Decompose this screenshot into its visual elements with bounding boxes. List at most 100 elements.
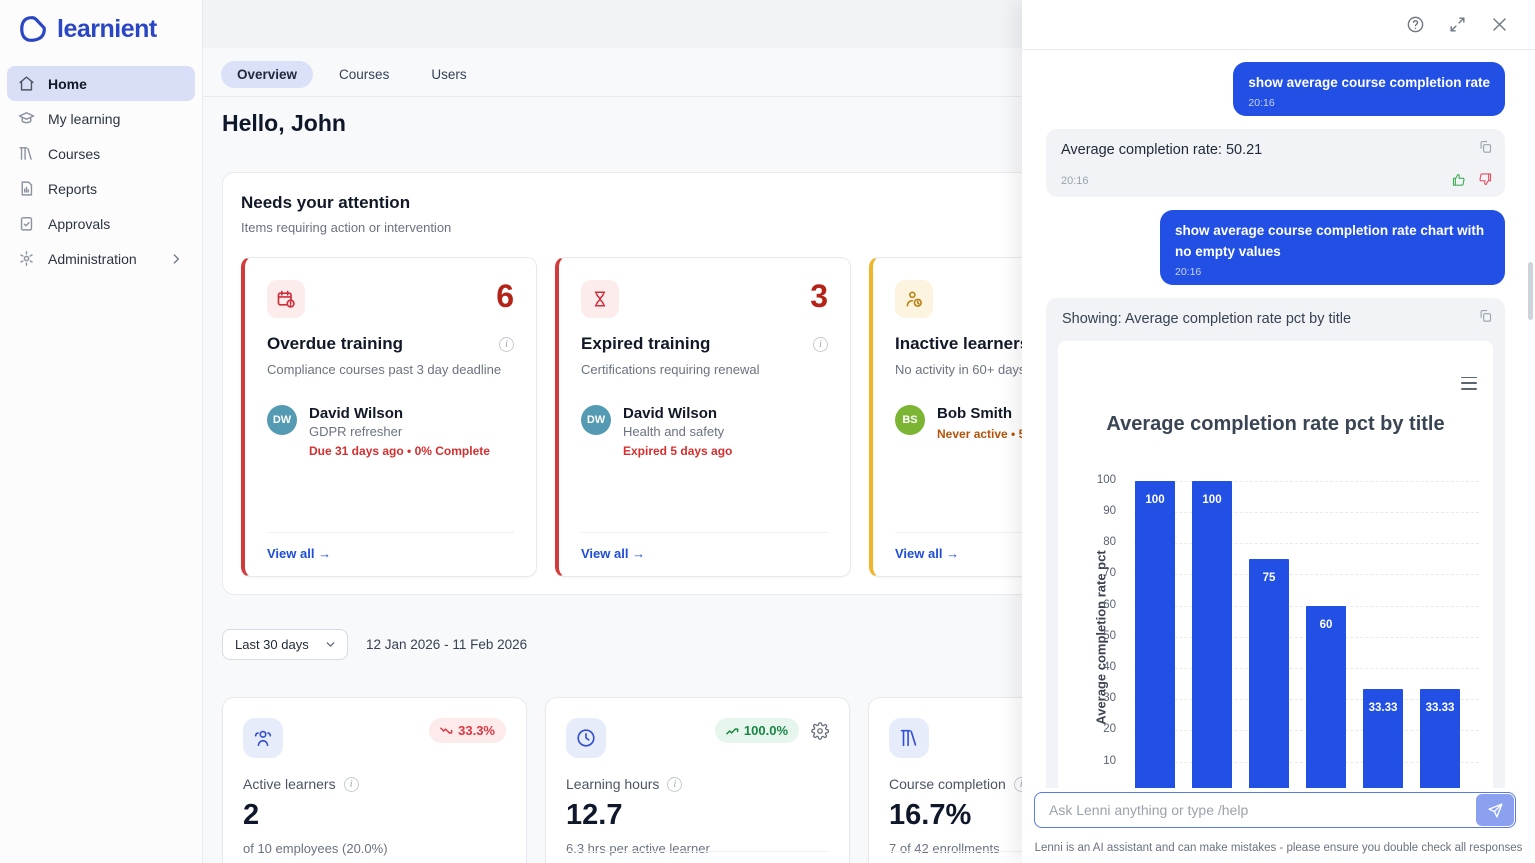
person-course: GDPR refresher	[309, 424, 403, 439]
list-item[interactable]: DW David Wilson GDPR refresher Due 31 da…	[267, 405, 514, 458]
brand-logo[interactable]: learnient	[0, 0, 202, 44]
books-icon	[889, 718, 929, 758]
person-name: David Wilson	[623, 405, 718, 422]
chart-y-tick: 40	[1103, 660, 1116, 673]
stat-card-footer: Completed	[889, 851, 1152, 863]
tab-overview[interactable]: Overview	[221, 61, 314, 88]
user-message: show average course completion rate 20:1…	[1233, 62, 1505, 116]
sidebar-item-courses[interactable]: Courses	[7, 136, 195, 171]
attention-cards: 6 Overdue training i Compliance courses …	[241, 257, 1168, 577]
stats-row: 33.3% Active learners i 2 of 10 employee…	[222, 697, 1173, 863]
send-button[interactable]	[1476, 794, 1514, 826]
stat-label: Active learners	[243, 776, 336, 792]
sidebar-nav: Home My learning Courses Reports Approva…	[0, 66, 202, 276]
sidebar-item-home[interactable]: Home	[7, 66, 195, 101]
chart-bar	[1363, 688, 1403, 788]
sidebar-item-my-learning[interactable]: My learning	[7, 101, 195, 136]
info-icon[interactable]: i	[813, 336, 828, 352]
chat-input[interactable]	[1034, 792, 1516, 828]
avatar: DW	[267, 405, 297, 435]
card-description: No activity in 60+ days	[895, 362, 1026, 377]
message-text: Average completion rate: 50.21	[1061, 141, 1263, 158]
chart-y-tick: 90	[1103, 504, 1116, 517]
sidebar-item-label: Administration	[48, 250, 137, 267]
person-name: David Wilson	[309, 405, 404, 422]
sidebar-item-approvals[interactable]: Approvals	[7, 206, 195, 241]
view-all-link[interactable]: View all →	[895, 546, 960, 561]
chart-gridline	[1134, 511, 1479, 513]
chart-title: Average completion rate pct by title	[1106, 412, 1445, 435]
sidebar-item-administration[interactable]: Administration	[7, 241, 195, 276]
chart-bar-value-label: 75	[1262, 571, 1276, 584]
chart-y-tick: 10	[1103, 754, 1116, 767]
chart-menu-icon[interactable]	[1461, 376, 1477, 390]
stat-label: Learning hours	[566, 776, 660, 792]
thumbs-down-icon[interactable]	[1478, 172, 1493, 187]
chart-bar	[1306, 605, 1346, 788]
feedback-buttons	[1451, 172, 1493, 187]
help-icon[interactable]	[1406, 15, 1425, 34]
chart-y-tick: 50	[1103, 629, 1116, 642]
overview-tabs: Overview Courses Users	[221, 61, 483, 88]
chart-y-tick: 60	[1103, 598, 1116, 611]
stat-value: 12.7	[566, 799, 623, 831]
info-icon[interactable]: i	[667, 776, 683, 792]
info-icon[interactable]: i	[499, 336, 514, 352]
stat-subtext: 6.3 hrs per active learner	[566, 841, 710, 856]
brand-logo-icon	[20, 16, 46, 42]
chat-input-area	[1034, 792, 1516, 828]
copy-icon[interactable]	[1478, 139, 1493, 154]
chart-y-tick: 30	[1103, 692, 1116, 705]
sidebar-item-reports[interactable]: Reports	[7, 171, 195, 206]
message-text: show average course completion rate char…	[1175, 222, 1485, 259]
gear-icon	[20, 251, 33, 266]
sidebar-item-label: Courses	[48, 145, 101, 162]
tab-users[interactable]: Users	[431, 67, 467, 82]
message-text: show average course completion rate	[1248, 75, 1490, 90]
view-all-link[interactable]: View all →	[581, 546, 646, 561]
close-icon[interactable]	[1490, 15, 1509, 34]
list-item[interactable]: BS Bob Smith Never active • 5	[895, 405, 1142, 441]
chart-bar-value-label: 33.33	[1368, 701, 1398, 714]
stat-card-active-learners: 33.3% Active learners i 2 of 10 employee…	[222, 697, 527, 863]
settings-gear-icon[interactable]	[811, 721, 829, 740]
message-time: 20:16	[1175, 265, 1202, 278]
info-icon[interactable]: i	[343, 776, 359, 792]
list-item[interactable]: DW David Wilson Health and safety Expire…	[581, 405, 828, 458]
stat-value: 2	[243, 799, 260, 831]
report-icon	[21, 181, 33, 196]
chart-bar	[1135, 480, 1175, 788]
view-all-link[interactable]: View all →	[267, 546, 332, 561]
filter-row: Last 30 days 12 Jan 2026 - 11 Feb 2026	[222, 629, 527, 660]
chart-bar	[1249, 558, 1289, 788]
assistant-message: Average completion rate: 50.21 20:16	[1046, 128, 1505, 197]
avatar: DW	[581, 405, 611, 435]
message-time: 20:16	[1248, 96, 1275, 109]
person-course: Health and safety	[623, 424, 725, 439]
tab-courses[interactable]: Courses	[339, 67, 390, 82]
expand-icon[interactable]	[1448, 15, 1467, 34]
stat-subtext: 7 of 42 enrollments	[889, 841, 1000, 856]
thumbs-up-icon[interactable]	[1451, 172, 1466, 187]
tabs-divider	[203, 96, 1022, 97]
card-description: Compliance courses past 3 day deadline	[267, 362, 502, 377]
section-title: Needs your attention	[241, 193, 411, 212]
trend-down-icon	[440, 726, 453, 734]
attention-card-overdue-training: 6 Overdue training i Compliance courses …	[241, 257, 537, 577]
chat-scrollbar[interactable]	[1528, 262, 1533, 320]
chart-bar	[1192, 480, 1232, 788]
chevron-right-icon	[173, 253, 179, 264]
calendar-alert-icon	[267, 280, 305, 318]
sidebar-item-label: Home	[48, 75, 87, 92]
chart-bar-value-label: 60	[1319, 618, 1333, 631]
bar-chart: Average completion rate pct 100 100 75 60 33…	[1058, 460, 1493, 788]
chart-gridline	[1134, 543, 1479, 545]
date-range-select[interactable]: Last 30 days	[222, 629, 348, 660]
card-title: Inactive learners	[895, 334, 1030, 353]
copy-icon[interactable]	[1478, 308, 1493, 323]
sidebar-item-label: My learning	[48, 110, 121, 127]
clipboard-check-icon	[20, 217, 33, 231]
chart-card: Average completion rate pct by title Ave…	[1058, 340, 1493, 788]
expired-count: 3	[810, 278, 828, 314]
